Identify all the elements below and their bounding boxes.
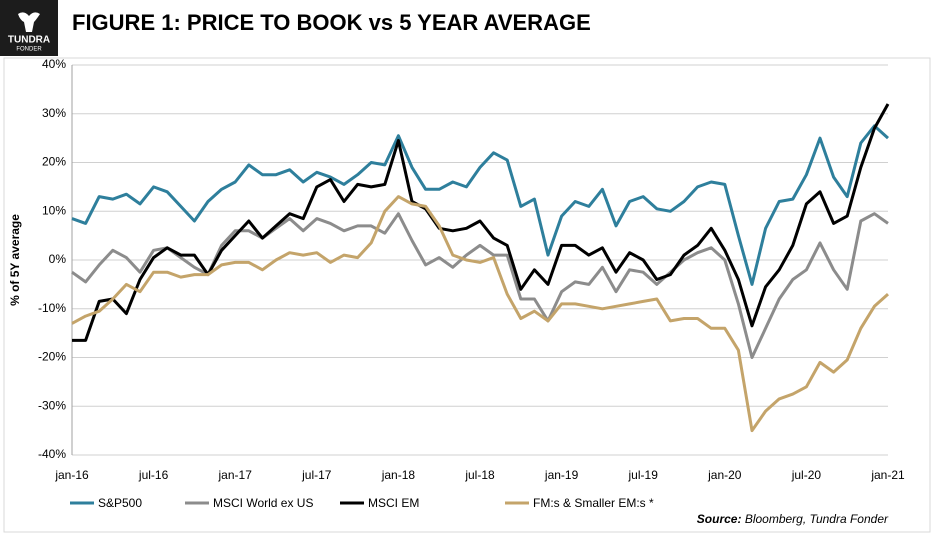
logo-sub: FONDER — [16, 47, 42, 53]
logo-icon — [18, 12, 40, 32]
logo-name: TUNDRA — [8, 35, 50, 46]
y-tick-label: -40% — [38, 447, 66, 461]
x-tick-label: jan-16 — [54, 468, 89, 482]
y-tick-label: -30% — [38, 398, 66, 412]
legend-label: FM:s & Smaller EM:s * — [533, 496, 654, 510]
x-tick-label: jan-17 — [218, 468, 253, 482]
y-tick-label: -20% — [38, 350, 66, 364]
y-tick-label: 10% — [42, 203, 66, 217]
x-tick-label: jan-20 — [707, 468, 742, 482]
y-tick-label: 0% — [49, 252, 67, 266]
legend-label: S&P500 — [98, 496, 142, 510]
legend-label: MSCI EM — [368, 496, 419, 510]
legend-label: MSCI World ex US — [213, 496, 313, 510]
x-tick-label: jul-20 — [791, 468, 822, 482]
x-tick-label: jul-16 — [138, 468, 169, 482]
source-text: Bloomberg, Tundra Fonder — [745, 512, 889, 526]
series-line — [71, 124, 890, 286]
chart-title: FIGURE 1: PRICE TO BOOK vs 5 YEAR AVERAG… — [72, 10, 591, 35]
y-tick-label: -10% — [38, 301, 66, 315]
x-tick-label: jan-21 — [870, 468, 905, 482]
x-tick-label: jan-19 — [544, 468, 579, 482]
x-tick-label: jul-17 — [301, 468, 332, 482]
chart-border — [3, 57, 931, 533]
source-label: Source: — [697, 512, 742, 526]
y-axis-label: % of 5Y average — [8, 214, 22, 306]
x-tick-label: jul-19 — [628, 468, 659, 482]
source: Source: Bloomberg, Tundra Fonder — [697, 512, 889, 526]
x-tick-label: jan-18 — [381, 468, 416, 482]
x-tick-label: jul-18 — [464, 468, 495, 482]
y-tick-label: 30% — [42, 106, 66, 120]
y-tick-label: 40% — [42, 57, 66, 71]
y-tick-label: 20% — [42, 155, 66, 169]
series-line — [71, 195, 890, 433]
